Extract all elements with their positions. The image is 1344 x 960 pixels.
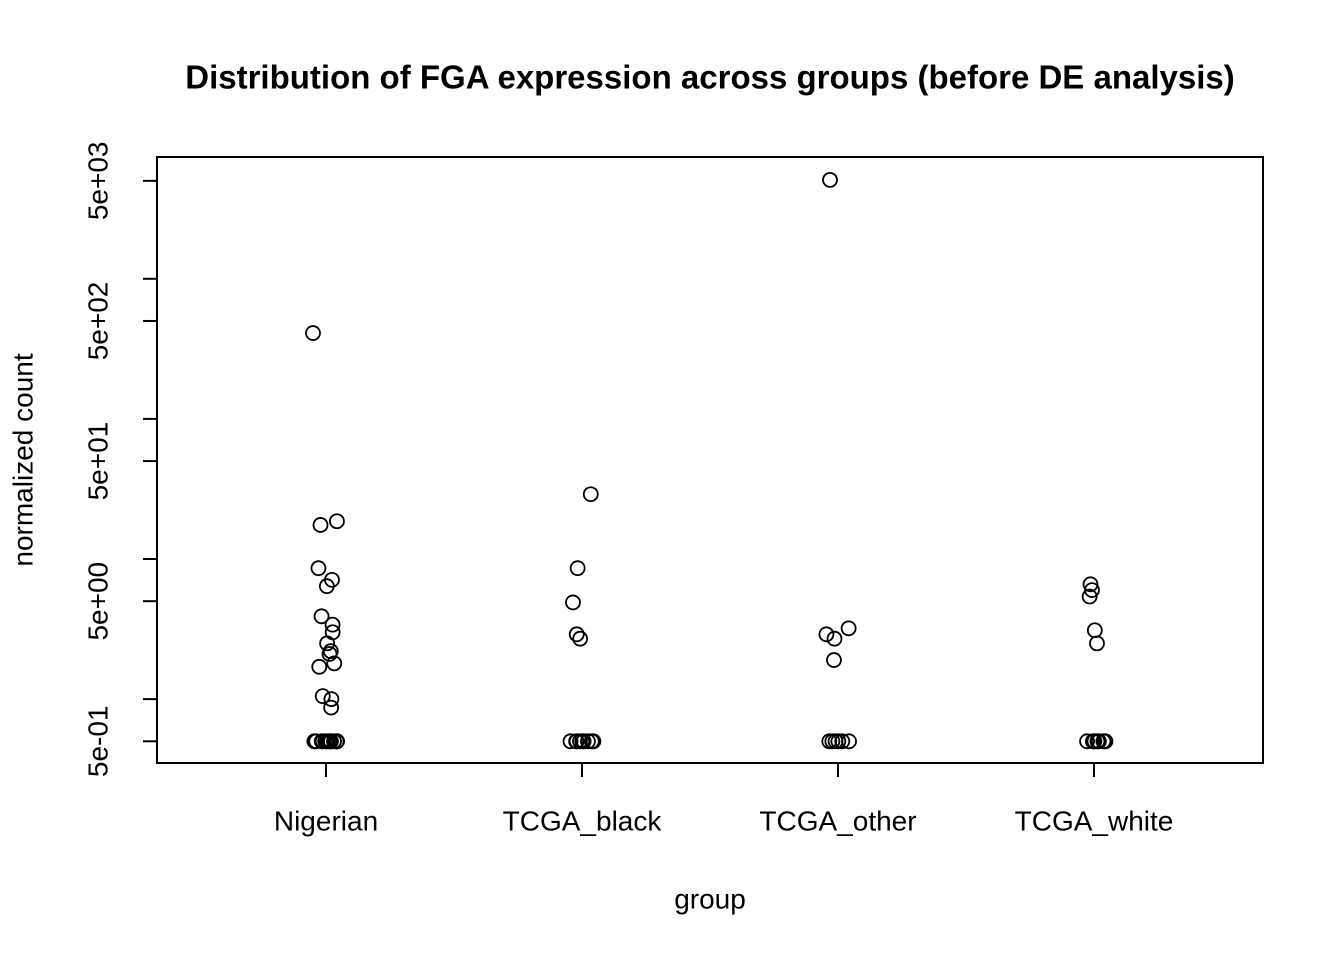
point bbox=[822, 171, 838, 188]
y-tick-label: 5e-01 bbox=[82, 705, 113, 777]
point bbox=[568, 733, 585, 750]
point bbox=[310, 560, 327, 577]
point bbox=[323, 691, 340, 708]
point bbox=[582, 486, 599, 503]
y-tick-label: 5e+00 bbox=[82, 562, 113, 641]
x-tick-label: TCGA_black bbox=[503, 805, 663, 836]
point bbox=[565, 594, 581, 611]
point bbox=[1086, 622, 1103, 639]
y-axis-label: normalized count bbox=[7, 353, 38, 566]
point bbox=[834, 733, 851, 750]
point bbox=[312, 517, 329, 533]
point bbox=[314, 688, 331, 705]
point bbox=[824, 733, 841, 750]
x-axis-label: group bbox=[674, 883, 746, 914]
x-tick-label: TCGA_other bbox=[759, 805, 916, 836]
point bbox=[826, 652, 842, 668]
point bbox=[568, 626, 585, 643]
plot-frame bbox=[156, 156, 1264, 764]
point bbox=[818, 626, 835, 643]
point bbox=[311, 658, 328, 675]
point bbox=[1081, 588, 1098, 605]
y-tick-label: 5e+01 bbox=[82, 422, 113, 501]
point bbox=[323, 699, 340, 716]
point bbox=[572, 630, 589, 647]
point bbox=[321, 646, 338, 662]
point bbox=[313, 733, 330, 750]
point bbox=[1097, 733, 1114, 750]
point bbox=[580, 733, 596, 750]
point bbox=[324, 616, 341, 633]
point bbox=[572, 733, 588, 750]
point bbox=[1079, 733, 1095, 750]
point bbox=[1086, 733, 1103, 750]
point bbox=[583, 733, 600, 750]
point bbox=[569, 560, 586, 577]
y-tick-label: 5e+02 bbox=[82, 282, 113, 361]
point bbox=[840, 620, 857, 637]
x-tick-label: TCGA_white bbox=[1015, 805, 1174, 836]
point bbox=[313, 608, 330, 625]
y-tick-label: 5e+03 bbox=[82, 142, 113, 221]
point bbox=[1084, 582, 1100, 598]
point bbox=[562, 733, 579, 750]
point bbox=[329, 513, 345, 530]
point bbox=[326, 655, 343, 672]
point bbox=[319, 635, 336, 652]
point bbox=[1091, 733, 1107, 750]
point bbox=[1089, 635, 1105, 652]
x-tick-label: Nigerian bbox=[274, 805, 378, 836]
chart-title: Distribution of FGA expression across gr… bbox=[185, 59, 1235, 96]
point bbox=[305, 325, 321, 341]
point bbox=[1082, 576, 1099, 593]
point bbox=[826, 630, 843, 647]
point bbox=[318, 578, 335, 595]
point bbox=[320, 733, 336, 750]
